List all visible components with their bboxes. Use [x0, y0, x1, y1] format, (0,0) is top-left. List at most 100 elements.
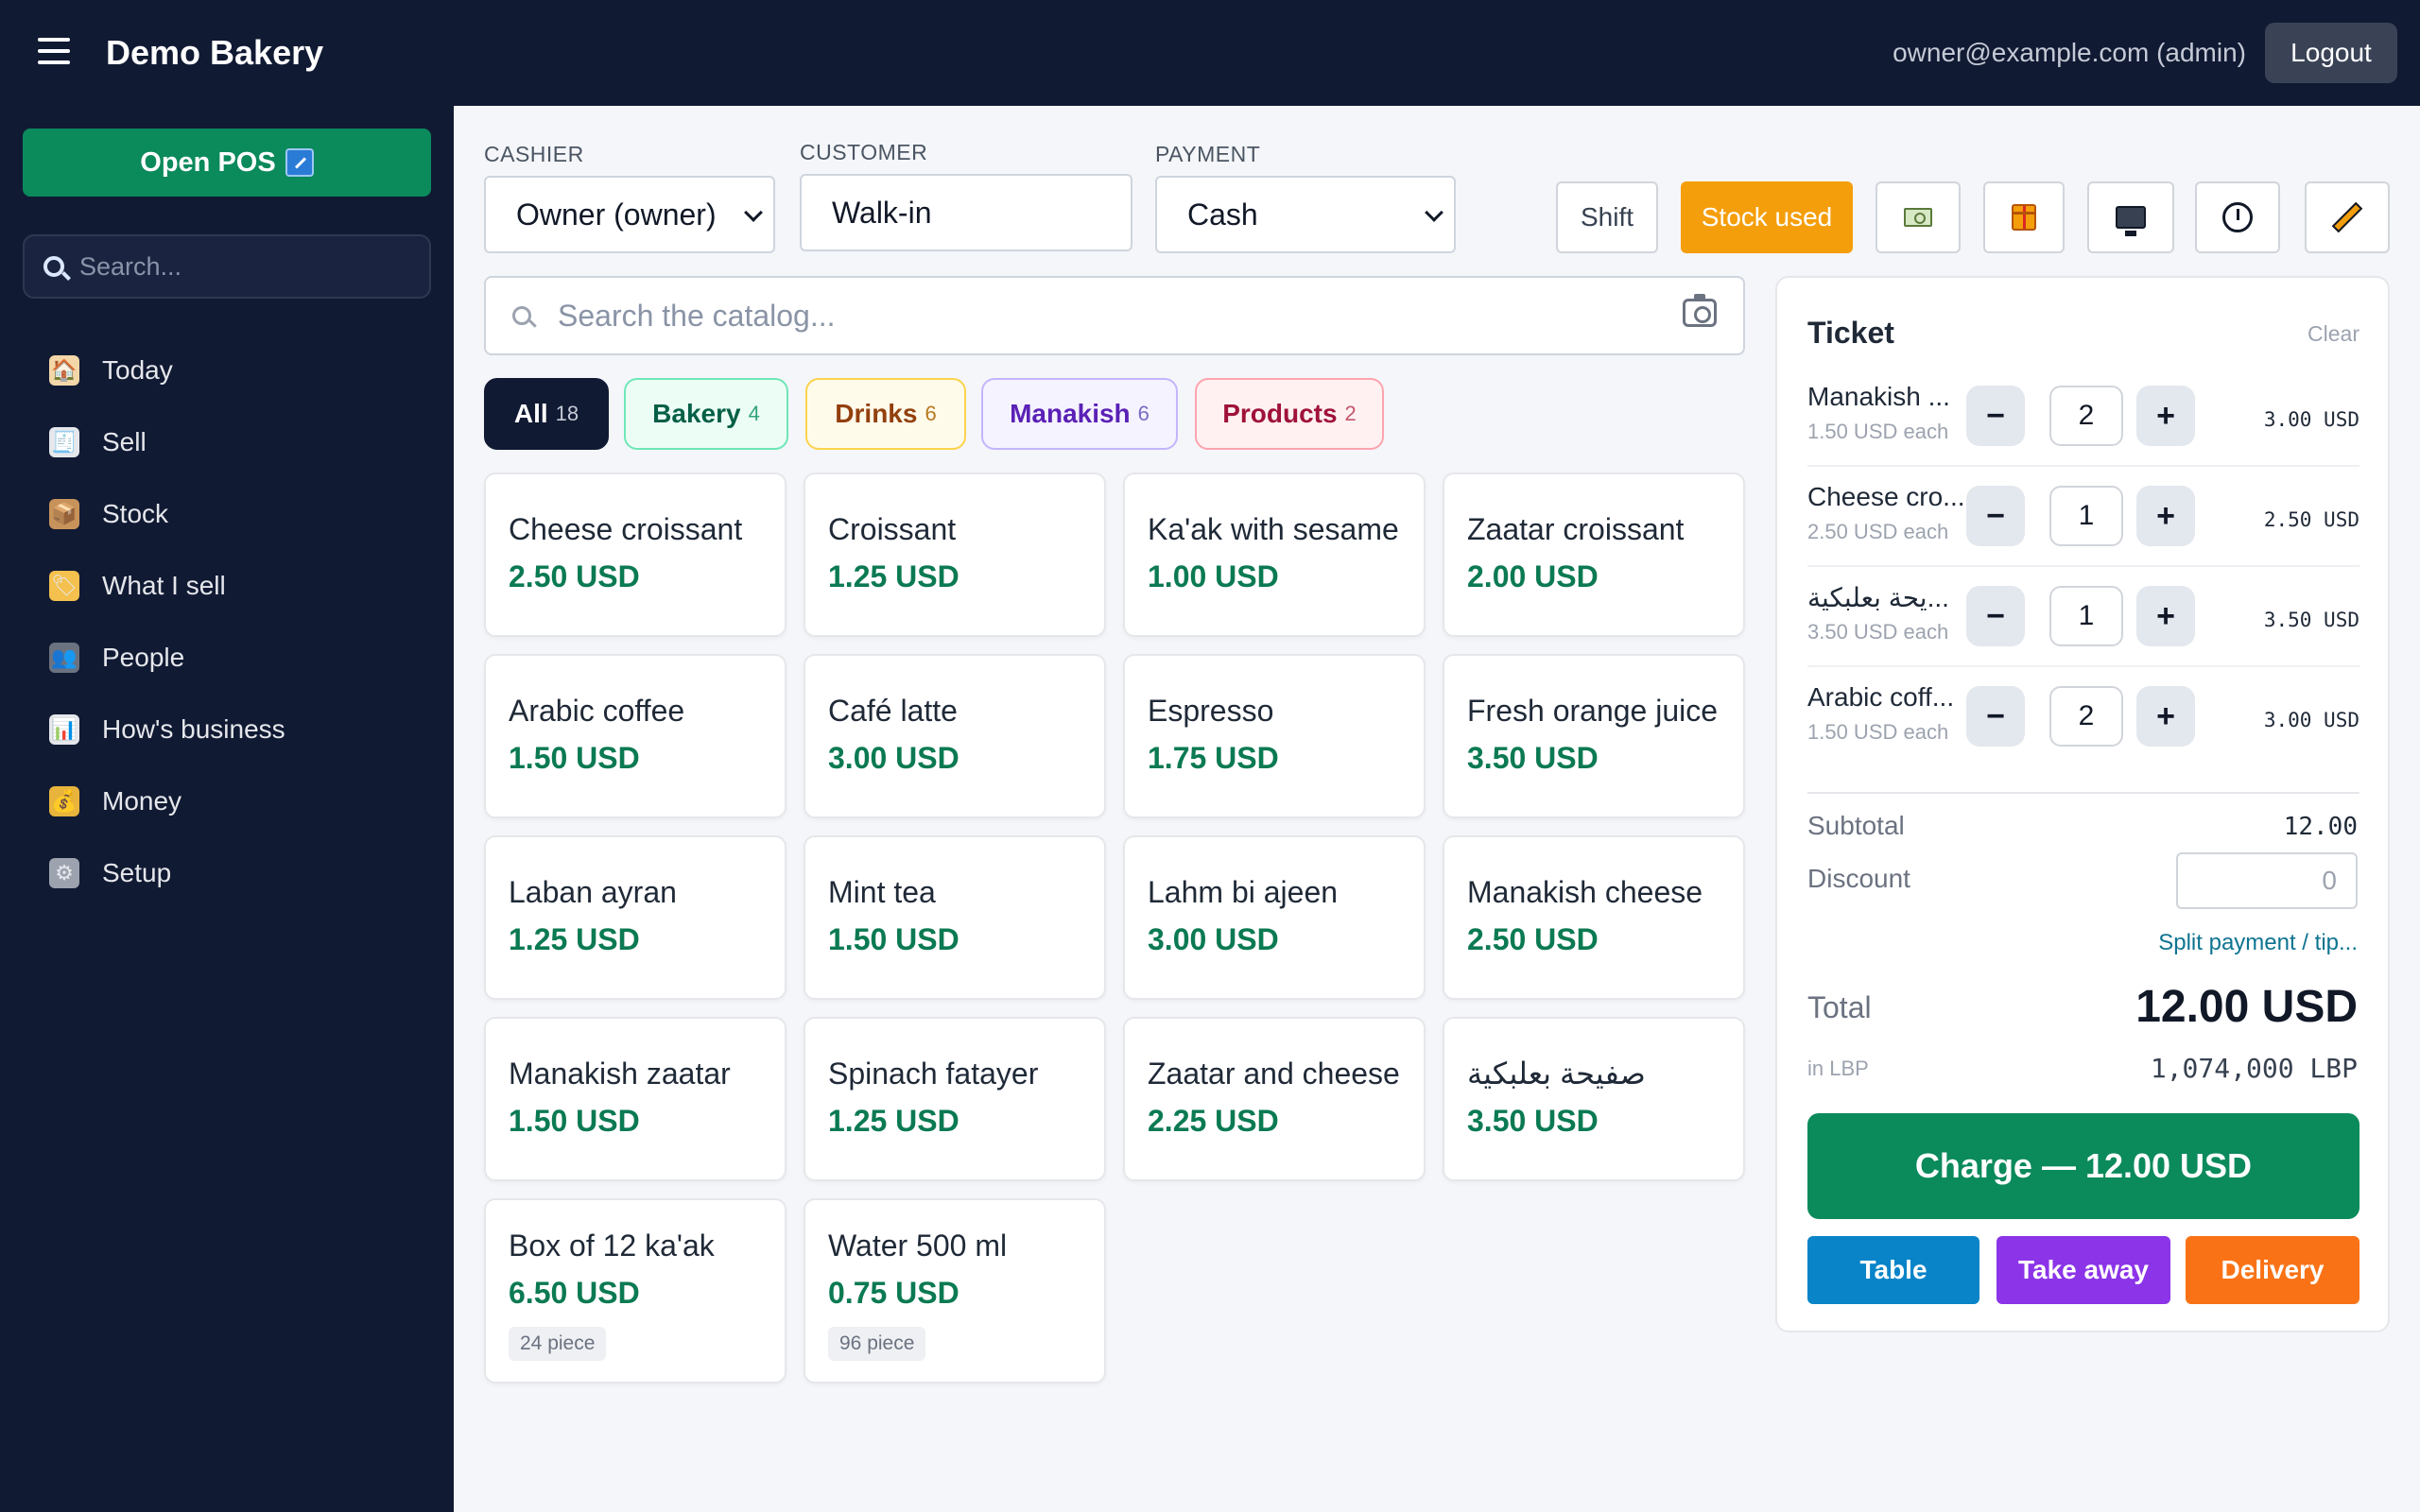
- ticket-line: Manakish ... 1.50 USD each − 2 + 3.00 US…: [1807, 367, 2360, 467]
- sidebar-item-what-i-sell[interactable]: 🏷 What I sell: [0, 550, 454, 622]
- sidebar-item-sell[interactable]: 🧾 Sell: [0, 406, 454, 478]
- discount-input[interactable]: 0: [2176, 852, 2358, 909]
- sidebar-item-label: Money: [102, 786, 182, 816]
- product-card[interactable]: Espresso 1.75 USD: [1123, 654, 1426, 818]
- product-card[interactable]: Mint tea 1.50 USD: [804, 835, 1106, 1000]
- product-card[interactable]: Croissant 1.25 USD: [804, 472, 1106, 637]
- clear-ticket-button[interactable]: Clear: [2308, 321, 2360, 346]
- customer-value: Walk-in: [832, 195, 932, 230]
- subtotal-value: 12.00: [2283, 813, 2358, 841]
- sidebar-item-label: People: [102, 643, 185, 672]
- category-chip-all[interactable]: All 18: [484, 378, 609, 450]
- sidebar-item-label: What I sell: [102, 571, 226, 600]
- product-card[interactable]: Zaatar croissant 2.00 USD: [1443, 472, 1745, 637]
- product-card[interactable]: Spinach fatayer 1.25 USD: [804, 1017, 1106, 1181]
- cashier-select[interactable]: Owner (owner): [484, 176, 775, 253]
- payment-select[interactable]: Cash: [1155, 176, 1456, 253]
- chip-label: Products: [1222, 399, 1338, 428]
- sidebar-search-input[interactable]: [79, 251, 420, 282]
- line-item-name: Manakish ...: [1807, 382, 1950, 411]
- customer-label: CUSTOMER: [800, 140, 928, 164]
- product-card[interactable]: Manakish cheese 2.50 USD: [1443, 835, 1745, 1000]
- catalog-search[interactable]: [484, 276, 1745, 355]
- history-button[interactable]: [2195, 181, 2280, 253]
- product-card[interactable]: Ka'ak with sesame 1.00 USD: [1123, 472, 1426, 637]
- hamburger-menu-icon[interactable]: [38, 38, 70, 64]
- sidebar-item-money[interactable]: 💰 Money: [0, 765, 454, 837]
- increase-qty-button[interactable]: +: [2136, 586, 2195, 646]
- product-name: Fresh orange juice: [1467, 694, 1719, 728]
- quantity-value[interactable]: 2: [2049, 686, 2123, 747]
- pencil-icon: [2331, 201, 2363, 233]
- product-card[interactable]: Water 500 ml 0.75 USD 96 piece: [804, 1198, 1106, 1383]
- customer-input[interactable]: Walk-in: [800, 174, 1132, 251]
- stock-used-button[interactable]: Stock used: [1681, 181, 1853, 253]
- gift-button[interactable]: [1983, 181, 2065, 253]
- increase-qty-button[interactable]: +: [2136, 386, 2195, 446]
- shift-button[interactable]: Shift: [1556, 181, 1658, 253]
- sidebar-item-today[interactable]: 🏠 Today: [0, 335, 454, 406]
- quantity-value[interactable]: 1: [2049, 486, 2123, 546]
- chevron-down-icon: [744, 203, 763, 222]
- product-card[interactable]: Manakish zaatar 1.50 USD: [484, 1017, 786, 1181]
- sidebar-item-hows-business[interactable]: 📊 How's business: [0, 694, 454, 765]
- decrease-qty-button[interactable]: −: [1966, 586, 2025, 646]
- cash-drawer-button[interactable]: [1876, 181, 1961, 253]
- display-button[interactable]: [2087, 181, 2174, 253]
- increase-qty-button[interactable]: +: [2136, 486, 2195, 546]
- camera-icon[interactable]: [1683, 294, 1717, 327]
- chip-label: Bakery: [652, 399, 741, 428]
- sidebar-search[interactable]: [23, 234, 431, 299]
- house-icon: 🏠: [49, 355, 79, 386]
- sidebar-item-people[interactable]: 👥 People: [0, 622, 454, 694]
- product-card[interactable]: Arabic coffee 1.50 USD: [484, 654, 786, 818]
- decrease-qty-button[interactable]: −: [1966, 686, 2025, 747]
- line-total: 3.50 USD: [2263, 609, 2360, 631]
- product-card[interactable]: Zaatar and cheese 2.25 USD: [1123, 1017, 1426, 1181]
- receipt-icon: 🧾: [49, 427, 79, 457]
- product-card[interactable]: Café latte 3.00 USD: [804, 654, 1106, 818]
- quantity-value[interactable]: 1: [2049, 586, 2123, 646]
- product-name: Spinach fatayer: [828, 1057, 1039, 1091]
- line-unit-price: 2.50 USD each: [1807, 520, 1949, 543]
- sidebar-item-stock[interactable]: 📦 Stock: [0, 478, 454, 550]
- quantity-value[interactable]: 2: [2049, 386, 2123, 446]
- line-unit-price: 3.50 USD each: [1807, 620, 1949, 644]
- category-chip-manakish[interactable]: Manakish 6: [981, 378, 1178, 450]
- product-price: 1.75 USD: [1148, 741, 1279, 775]
- clock-icon: [2222, 202, 2253, 232]
- logout-button[interactable]: Logout: [2265, 23, 2397, 83]
- chip-label: Manakish: [1010, 399, 1131, 428]
- product-card[interactable]: Laban ayran 1.25 USD: [484, 835, 786, 1000]
- product-card[interactable]: Lahm bi ajeen 3.00 USD: [1123, 835, 1426, 1000]
- increase-qty-button[interactable]: +: [2136, 686, 2195, 747]
- open-pos-button[interactable]: Open POS: [23, 129, 431, 197]
- category-chip-drinks[interactable]: Drinks 6: [805, 378, 966, 450]
- catalog-search-input[interactable]: [558, 298, 1645, 334]
- product-card[interactable]: Fresh orange juice 3.50 USD: [1443, 654, 1745, 818]
- payment-value: Cash: [1187, 197, 1258, 232]
- sidebar-item-setup[interactable]: ⚙ Setup: [0, 837, 454, 909]
- charge-button[interactable]: Charge — 12.00 USD: [1807, 1113, 2360, 1219]
- product-price: 1.50 USD: [509, 741, 640, 775]
- product-card[interactable]: Box of 12 ka'ak 6.50 USD 24 piece: [484, 1198, 786, 1383]
- product-name: Manakish zaatar: [509, 1057, 731, 1091]
- category-chip-products[interactable]: Products 2: [1195, 378, 1384, 450]
- monitor-icon: [2116, 206, 2146, 236]
- total-value: 12.00 USD: [2135, 982, 2358, 1032]
- line-total: 2.50 USD: [2263, 508, 2360, 531]
- table-button[interactable]: Table: [1807, 1236, 1979, 1304]
- lbp-label: in LBP: [1807, 1057, 1869, 1080]
- product-card[interactable]: صفيحة بعلبكية 3.50 USD: [1443, 1017, 1745, 1181]
- product-card[interactable]: Cheese croissant 2.50 USD: [484, 472, 786, 637]
- delivery-button[interactable]: Delivery: [2186, 1236, 2360, 1304]
- decrease-qty-button[interactable]: −: [1966, 486, 2025, 546]
- gear-icon: ⚙: [49, 858, 79, 888]
- category-chip-bakery[interactable]: Bakery 4: [624, 378, 788, 450]
- divider: [1807, 792, 2360, 794]
- take-away-button[interactable]: Take away: [1996, 1236, 2170, 1304]
- edit-button[interactable]: [2305, 181, 2390, 253]
- split-payment-link[interactable]: Split payment / tip...: [2158, 930, 2358, 955]
- decrease-qty-button[interactable]: −: [1966, 386, 2025, 446]
- line-total: 3.00 USD: [2263, 709, 2360, 731]
